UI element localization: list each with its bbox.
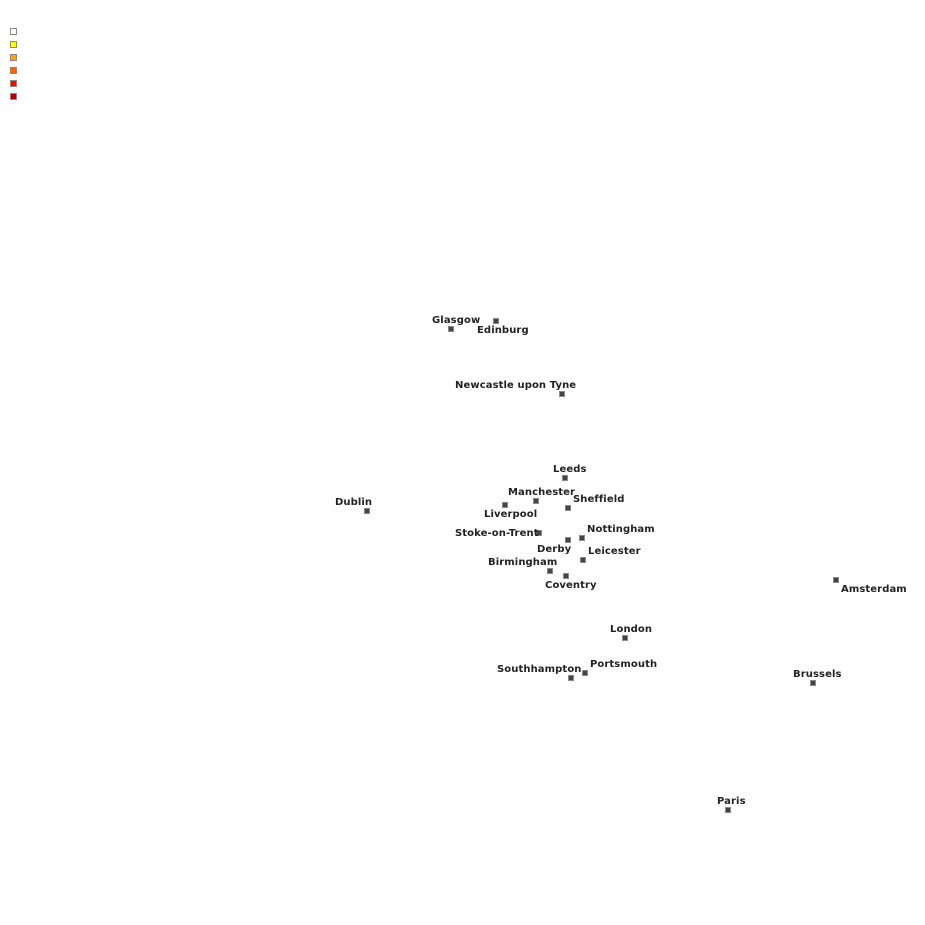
city-marker[interactable] — [493, 318, 499, 324]
city-marker[interactable] — [565, 505, 571, 511]
city-label: Dublin — [335, 497, 373, 508]
city-marker[interactable] — [579, 535, 585, 541]
city-label: Newcastle upon Tyne — [455, 380, 577, 391]
city-marker[interactable] — [559, 391, 565, 397]
city-marker[interactable] — [833, 577, 839, 583]
city-marker[interactable] — [547, 568, 553, 574]
city-label: Derby — [537, 544, 572, 555]
city-marker[interactable] — [580, 557, 586, 563]
legend-swatch — [10, 80, 17, 87]
city-label: Brussels — [793, 669, 842, 680]
city-marker[interactable] — [563, 573, 569, 579]
city-label: Stoke-on-Trent — [455, 528, 539, 539]
city-marker[interactable] — [810, 680, 816, 686]
city-label: Sheffield — [573, 494, 625, 505]
city-label: Leeds — [553, 464, 587, 475]
city-label: Manchester — [508, 487, 576, 498]
city-label: Liverpool — [484, 509, 538, 520]
legend-swatch — [10, 67, 17, 74]
city-marker[interactable] — [565, 537, 571, 543]
city-label: Southhampton — [497, 664, 582, 675]
city-label: Birmingham — [488, 557, 558, 568]
city-marker[interactable] — [448, 326, 454, 332]
city-label: Glasgow — [432, 315, 481, 326]
city-marker[interactable] — [533, 498, 539, 504]
city-label: Coventry — [545, 580, 597, 591]
city-label: Portsmouth — [590, 659, 658, 670]
city-label: Edinburg — [477, 325, 529, 336]
city-marker[interactable] — [725, 807, 731, 813]
city-label: Amsterdam — [841, 584, 907, 595]
legend-swatch — [10, 93, 17, 100]
city-label: Nottingham — [587, 524, 655, 535]
legend-swatch — [10, 41, 17, 48]
city-label: Paris — [717, 796, 746, 807]
city-label: London — [610, 624, 653, 635]
city-label: Leicester — [588, 546, 641, 557]
city-marker[interactable] — [502, 502, 508, 508]
city-marker[interactable] — [562, 475, 568, 481]
city-marker[interactable] — [568, 675, 574, 681]
legend-swatch — [10, 54, 17, 61]
city-marker[interactable] — [364, 508, 370, 514]
city-marker[interactable] — [622, 635, 628, 641]
city-marker[interactable] — [582, 670, 588, 676]
city-marker[interactable] — [536, 530, 542, 536]
legend-swatch — [10, 28, 17, 35]
